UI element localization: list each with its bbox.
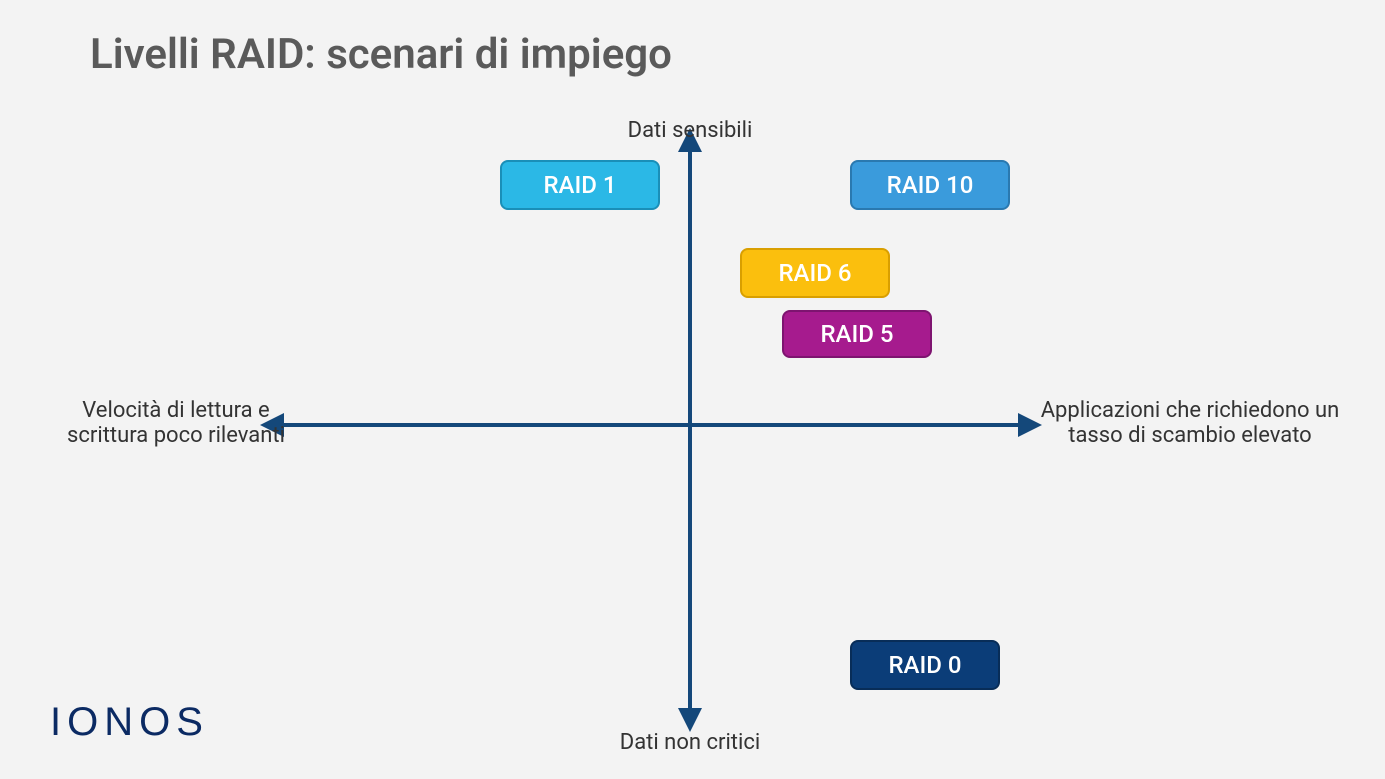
axis-label-top: Dati sensibili xyxy=(540,118,840,143)
raid-box-raid5: RAID 5 xyxy=(782,310,932,358)
axis-label-bottom: Dati non critici xyxy=(540,730,840,755)
raid-box-raid6: RAID 6 xyxy=(740,248,890,298)
axis-label-right: Applicazioni che richiedono un tasso di … xyxy=(1040,398,1340,448)
brand-logo: IONOS xyxy=(50,700,209,745)
raid-box-raid0: RAID 0 xyxy=(850,640,1000,690)
axis-label-left: Velocità di lettura e scrittura poco ril… xyxy=(46,398,306,448)
quadrant-axes xyxy=(0,0,1385,779)
raid-box-raid1: RAID 1 xyxy=(500,160,660,210)
raid-box-raid10: RAID 10 xyxy=(850,160,1010,210)
